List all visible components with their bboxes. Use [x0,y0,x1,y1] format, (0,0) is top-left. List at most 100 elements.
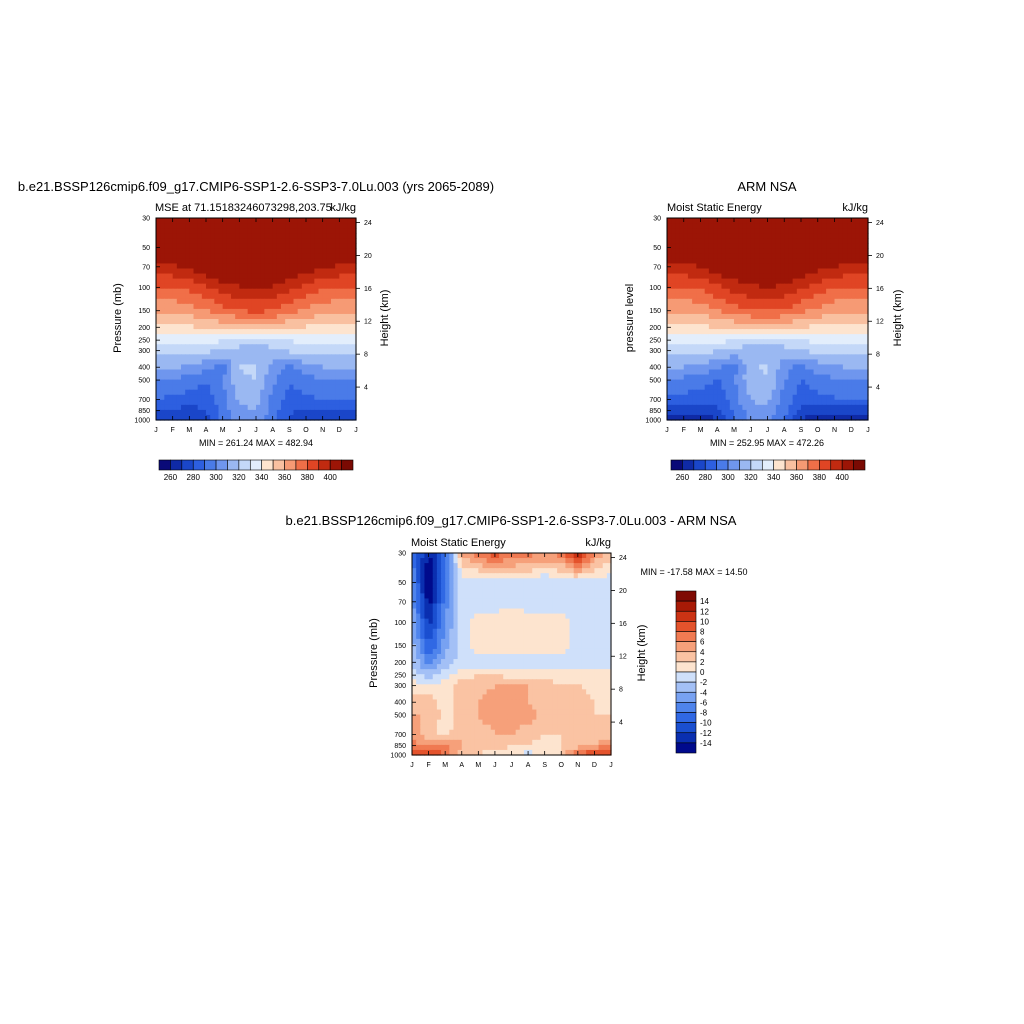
contour-cell [838,308,844,315]
contour-cell [441,608,446,615]
contour-cell [687,399,693,406]
contour-cell [594,573,600,579]
contour-cell [347,283,353,290]
contour-cell [301,233,307,239]
contour-cell [264,258,270,265]
contour-cell [235,354,240,360]
contour-cell [821,248,827,254]
contour-cell [272,374,278,381]
contour-cell [499,633,504,640]
contour-cell [536,623,542,630]
contour-cell [343,349,349,355]
contour-cell [561,593,566,600]
contour-cell [826,369,831,376]
contour-cell [474,638,479,645]
contour-cell [424,583,430,589]
contour-cell [351,359,357,366]
contour-cell [863,268,869,275]
contour-cell [746,354,752,360]
contour-cell [687,263,693,270]
contour-cell [859,293,865,300]
contour-cell [771,303,777,310]
contour-cell [185,364,190,371]
contour-cell [577,568,583,574]
contour-cell [834,379,840,386]
contour-cell [260,354,265,360]
contour-cell [586,638,591,645]
contour-cell [486,598,492,605]
contour-cell [420,578,426,584]
contour-cell [792,319,798,325]
contour-cell [474,603,479,610]
contour-cell [268,399,274,406]
contour-cell [264,414,270,421]
contour-cell [759,303,764,310]
contour-cell [436,578,442,584]
contour-cell [306,233,311,239]
contour-cell [164,404,170,411]
contour-cell [780,369,785,376]
contour-cell [457,613,463,620]
contour-cell [243,344,249,350]
contour-cell [218,283,224,290]
contour-cell [809,394,815,401]
contour-cell [499,598,504,605]
contour-cell [788,324,794,330]
contour-cell [268,238,274,244]
contour-cell [197,399,203,406]
contour-cell [193,278,199,285]
contour-cell [687,223,693,229]
contour-cell [754,273,760,280]
contour-cell [226,354,232,360]
contour-cell [713,394,718,401]
contour-cell [519,603,525,610]
contour-cell [185,248,190,254]
contour-cell [318,313,324,320]
contour-cell [842,293,848,300]
contour-cell [416,628,421,635]
y2-tick-label: 8 [876,352,880,359]
contour-cell [696,263,702,270]
x-tick-label: A [782,427,787,434]
contour-cell [565,643,571,650]
contour-cell [416,558,421,564]
contour-cell [708,308,714,315]
contour-cell [176,308,182,315]
contour-cell [834,319,840,325]
contour-cell [457,608,463,615]
contour-cell [830,354,836,360]
contour-cell [675,278,681,285]
contour-cell [247,273,253,280]
contour-cell [519,553,525,559]
contour-cell [335,258,340,265]
contour-cell [176,238,182,244]
contour-cell [809,303,815,310]
contour-cell [281,394,286,401]
contour-cell [164,324,170,330]
contour-cell [160,359,165,366]
contour-cell [314,303,320,310]
contour-cell [310,404,315,411]
contour-cell [687,374,693,381]
contour-cell [465,638,471,645]
contour-cell [465,603,471,610]
contour-cell [189,243,195,249]
contour-cell [771,218,777,224]
contour-cell [569,568,575,574]
contour-cell [474,593,479,600]
contour-cell [700,258,706,265]
contour-cell [569,618,575,625]
contour-cell [181,303,186,310]
contour-cell [775,308,781,315]
contour-cell [788,303,794,310]
contour-cell [343,344,349,350]
contour-cell [351,389,357,396]
contour-cell [276,283,282,290]
contour-cell [185,334,190,340]
contour-cell [268,414,274,421]
contour-cell [729,253,735,259]
contour-cell [306,298,311,305]
contour-cell [281,414,286,421]
contour-cell [351,329,357,335]
contour-cell [847,384,852,391]
